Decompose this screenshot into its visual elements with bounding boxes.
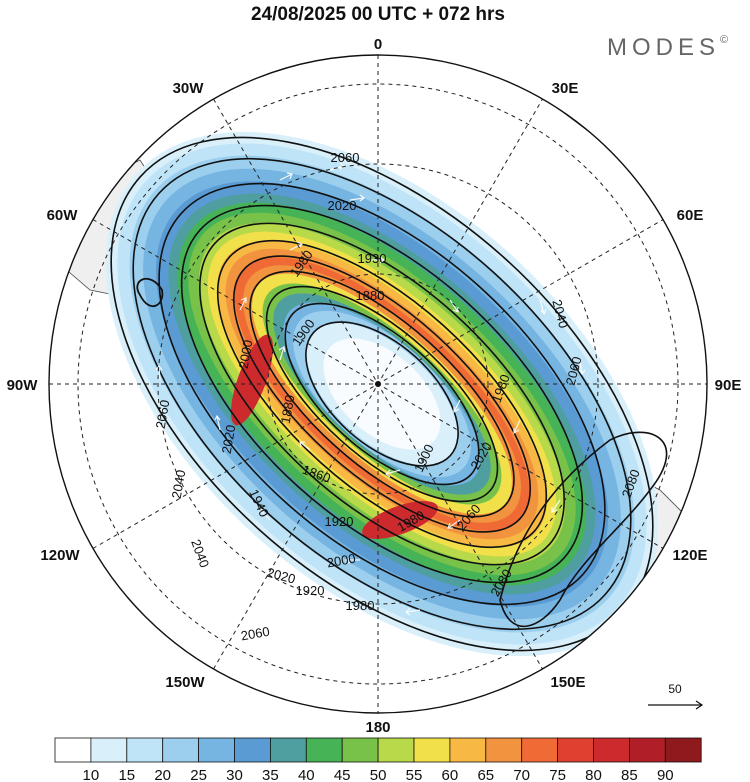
contour-label: 1920	[325, 514, 354, 529]
colorbar-tick-label: 55	[406, 767, 423, 782]
colorbar-swatch	[664, 737, 702, 763]
colorbar-tick-label: 85	[621, 767, 638, 782]
colorbar-tick-label: 80	[585, 767, 602, 782]
lon-label-30e: 30E	[552, 80, 579, 97]
contour-label: 2040	[549, 298, 571, 330]
lon-label-0: 0	[374, 36, 382, 53]
lon-label-60e: 60E	[677, 207, 704, 224]
colorbar-swatch	[557, 737, 594, 763]
colorbar-tick-label: 25	[190, 767, 207, 782]
colorbar-swatch	[593, 737, 630, 763]
contour-label: 2060	[153, 399, 173, 430]
colorbar-tick-label: 35	[262, 767, 279, 782]
lon-label-90e: 90E	[715, 377, 742, 394]
contour-2080-closed	[499, 431, 668, 628]
contour-label: 2020	[265, 565, 297, 587]
lon-label-120e: 120E	[672, 547, 707, 564]
colorbar-tick-label: 40	[298, 767, 315, 782]
contour-label: 2040	[169, 469, 189, 500]
reference-vector-label: 50	[668, 682, 682, 696]
lon-label-150w: 150W	[165, 674, 205, 691]
contour-label: 2060	[331, 150, 360, 165]
colorbar-swatch	[90, 737, 128, 763]
colorbar-swatch	[341, 737, 379, 763]
lon-label-180: 180	[365, 719, 390, 736]
colorbar-swatch	[629, 737, 666, 763]
colorbar-swatch	[198, 737, 235, 763]
brand-logo: MODES©	[607, 34, 728, 61]
reference-vector-arrow	[648, 700, 704, 710]
colorbar-swatch	[126, 737, 164, 763]
wind-vectors	[155, 149, 586, 622]
colorbar-tick-label: 20	[154, 767, 171, 782]
lon-label-90w: 90W	[7, 377, 39, 394]
contour-label: 2060	[563, 355, 585, 387]
contour-label: 1880	[278, 394, 298, 425]
lon-label-60w: 60W	[47, 207, 79, 224]
contour-label: 2020	[219, 424, 239, 455]
contour-label: 2020	[328, 198, 357, 213]
colorbar-swatch	[234, 737, 271, 763]
colorbar-tick-label: 90	[657, 767, 674, 782]
contour-label: 2000	[326, 551, 357, 571]
colorbar-swatch	[485, 737, 523, 763]
wind-speed-shading	[105, 131, 659, 657]
lon-label-120w: 120W	[40, 547, 80, 564]
colorbar-swatch	[305, 737, 343, 763]
lon-label-30w: 30W	[173, 80, 205, 97]
geopotential-contours	[110, 136, 654, 652]
colorbar-tick-label: 30	[226, 767, 243, 782]
colorbar: 10 15 20 25 30 35 40 45 50 55 60 65 70 75 80 85 90	[54, 737, 702, 782]
contour-label: 1980	[346, 598, 375, 613]
contour-label: 2000	[236, 339, 256, 370]
colorbar-tick-label: 75	[549, 767, 566, 782]
colorbar-tick-label: 15	[118, 767, 135, 782]
contour-label: 2060	[240, 624, 271, 644]
map-title: 24/08/2025 00 UTC + 072 hrs	[251, 4, 505, 25]
colorbar-tick-label: 60	[442, 767, 459, 782]
colorbar-tick-label: 50	[370, 767, 387, 782]
colorbar-swatch	[413, 737, 451, 763]
colorbar-swatch	[54, 737, 92, 763]
contour-label: 1880	[356, 288, 385, 303]
colorbar-tick-label: 70	[513, 767, 530, 782]
pole-marker	[375, 381, 381, 387]
contour-label: 1920	[296, 583, 325, 598]
colorbar-tick-label: 10	[83, 767, 100, 782]
lon-label-150e: 150E	[550, 674, 585, 691]
colorbar-tick-label: 45	[334, 767, 351, 782]
colorbar-swatch	[162, 737, 199, 763]
colorbar-tick-label: 65	[477, 767, 494, 782]
colorbar-swatch	[269, 737, 307, 763]
map-boundary	[48, 54, 708, 714]
contour-small-loop	[136, 277, 164, 308]
contour-label: 1930	[358, 251, 387, 266]
colorbar-swatch	[449, 737, 487, 763]
colorbar-swatch	[521, 737, 559, 763]
colorbar-swatch	[377, 737, 415, 763]
